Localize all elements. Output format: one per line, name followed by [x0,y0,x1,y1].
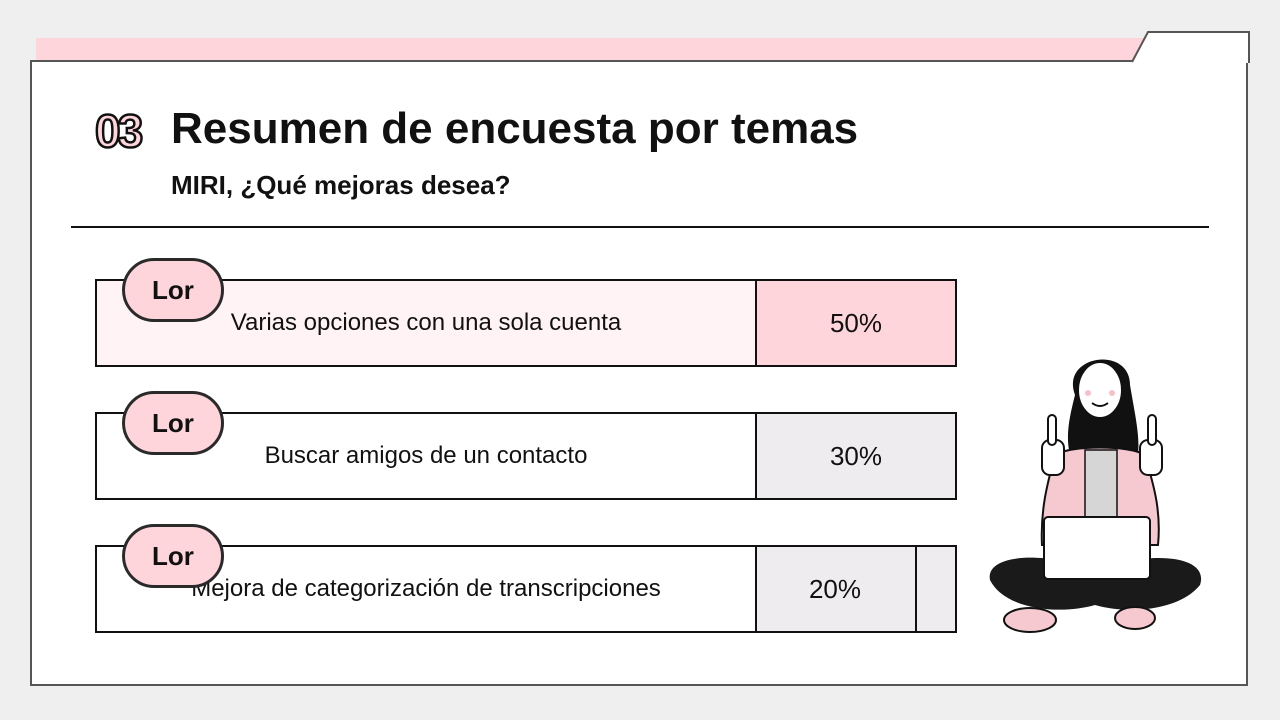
page-subtitle: MIRI, ¿Qué mejoras desea? [171,170,511,200]
divider [71,226,1209,228]
row-tag: Lor [122,258,224,322]
survey-row: Varias opciones con una sola cuenta 50% [95,279,957,367]
row-percent-cell: 20% [757,547,955,631]
row-tag: Lor [122,524,224,588]
page-title: Resumen de encuesta por temas [171,104,859,153]
woman-laptop-illustration [989,359,1202,633]
survey-row: Mejora de categorización de transcripcio… [95,545,957,633]
frame-tab-corner [1132,31,1250,63]
row-percent: 20% [808,573,862,604]
section-number: 03 [94,104,145,159]
row-percent: 50% [757,281,955,365]
row-label: Buscar amigos de un contacto [97,414,757,498]
row-percent: 30% [757,414,955,498]
header-accent-band [36,38,1146,60]
row-tag: Lor [122,391,224,455]
cell-divider [915,547,917,631]
survey-row: Buscar amigos de un contacto 30% [95,412,957,500]
row-label: Mejora de categorización de transcripcio… [97,547,757,631]
